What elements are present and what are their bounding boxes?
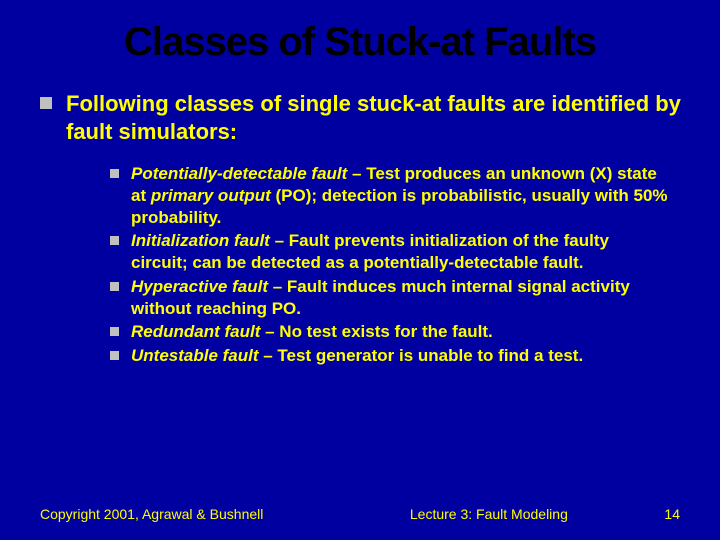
term: Untestable fault <box>131 346 259 365</box>
bullet-icon <box>40 97 52 109</box>
desc-pre: – Test generator is unable to find a tes… <box>259 346 584 365</box>
sub-bullet-text: Untestable fault – Test generator is una… <box>131 345 583 367</box>
bullet-icon <box>110 236 119 245</box>
sub-bullet-list: Potentially-detectable fault – Test prod… <box>40 163 690 367</box>
bullet-icon <box>110 169 119 178</box>
term: Potentially-detectable fault <box>131 164 347 183</box>
term: Initialization fault <box>131 231 270 250</box>
page-number: 14 <box>664 506 680 522</box>
slide-title: Classes of Stuck-at Faults <box>0 0 720 90</box>
content-area: Following classes of single stuck-at fau… <box>0 90 720 367</box>
copyright-text: Copyright 2001, Agrawal & Bushnell <box>40 506 263 522</box>
lecture-text: Lecture 3: Fault Modeling <box>410 506 568 522</box>
list-item: Potentially-detectable fault – Test prod… <box>110 163 670 228</box>
list-item: Initialization fault – Fault prevents in… <box>110 230 670 274</box>
desc-pre: – No test exists for the fault. <box>260 322 492 341</box>
emphasis: primary output <box>151 186 271 205</box>
sub-bullet-text: Redundant fault – No test exists for the… <box>131 321 493 343</box>
bullet-icon <box>110 282 119 291</box>
footer: Copyright 2001, Agrawal & Bushnell Lectu… <box>0 506 720 522</box>
term: Redundant fault <box>131 322 260 341</box>
sub-bullet-text: Potentially-detectable fault – Test prod… <box>131 163 670 228</box>
sub-bullet-text: Initialization fault – Fault prevents in… <box>131 230 670 274</box>
list-item: Hyperactive fault – Fault induces much i… <box>110 276 670 320</box>
bullet-icon <box>110 351 119 360</box>
list-item: Untestable fault – Test generator is una… <box>110 345 670 367</box>
sub-bullet-text: Hyperactive fault – Fault induces much i… <box>131 276 670 320</box>
bullet-icon <box>110 327 119 336</box>
list-item: Redundant fault – No test exists for the… <box>110 321 670 343</box>
term: Hyperactive fault <box>131 277 268 296</box>
main-bullet-text: Following classes of single stuck-at fau… <box>66 90 690 145</box>
main-bullet-row: Following classes of single stuck-at fau… <box>40 90 690 145</box>
